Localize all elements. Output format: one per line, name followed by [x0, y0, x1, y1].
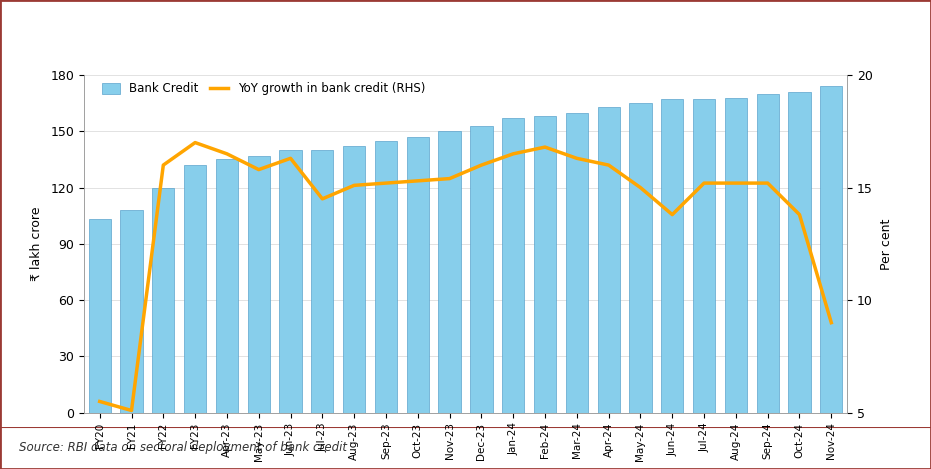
Bar [661, 99, 683, 413]
Bar [216, 159, 238, 413]
Bar [120, 210, 142, 413]
Bar [88, 219, 111, 413]
Y-axis label: Per cent: Per cent [880, 218, 893, 270]
Bar [502, 118, 524, 413]
Bar [693, 99, 715, 413]
Text: Chart II.5: Trend in credit disbursal by SCBs: Chart II.5: Trend in credit disbursal by… [225, 21, 706, 40]
Bar [724, 98, 747, 413]
Bar [533, 116, 556, 413]
Bar [248, 156, 270, 413]
Y-axis label: ₹ lakh crore: ₹ lakh crore [30, 207, 43, 281]
Bar [789, 92, 811, 413]
Bar [566, 113, 588, 413]
Bar [184, 165, 207, 413]
Legend: Bank Credit, YoY growth in bank credit (RHS): Bank Credit, YoY growth in bank credit (… [98, 77, 429, 100]
Bar [757, 94, 779, 413]
Bar [470, 126, 492, 413]
Bar [439, 131, 461, 413]
Bar [629, 103, 652, 413]
Bar [152, 188, 174, 413]
Bar [407, 137, 429, 413]
Bar [375, 141, 398, 413]
Bar [598, 107, 620, 413]
Bar [820, 86, 843, 413]
Bar [279, 150, 302, 413]
Bar [311, 150, 333, 413]
Bar [343, 146, 365, 413]
Text: Source: RBI data on sectoral deployment of bank credit: Source: RBI data on sectoral deployment … [19, 441, 346, 454]
